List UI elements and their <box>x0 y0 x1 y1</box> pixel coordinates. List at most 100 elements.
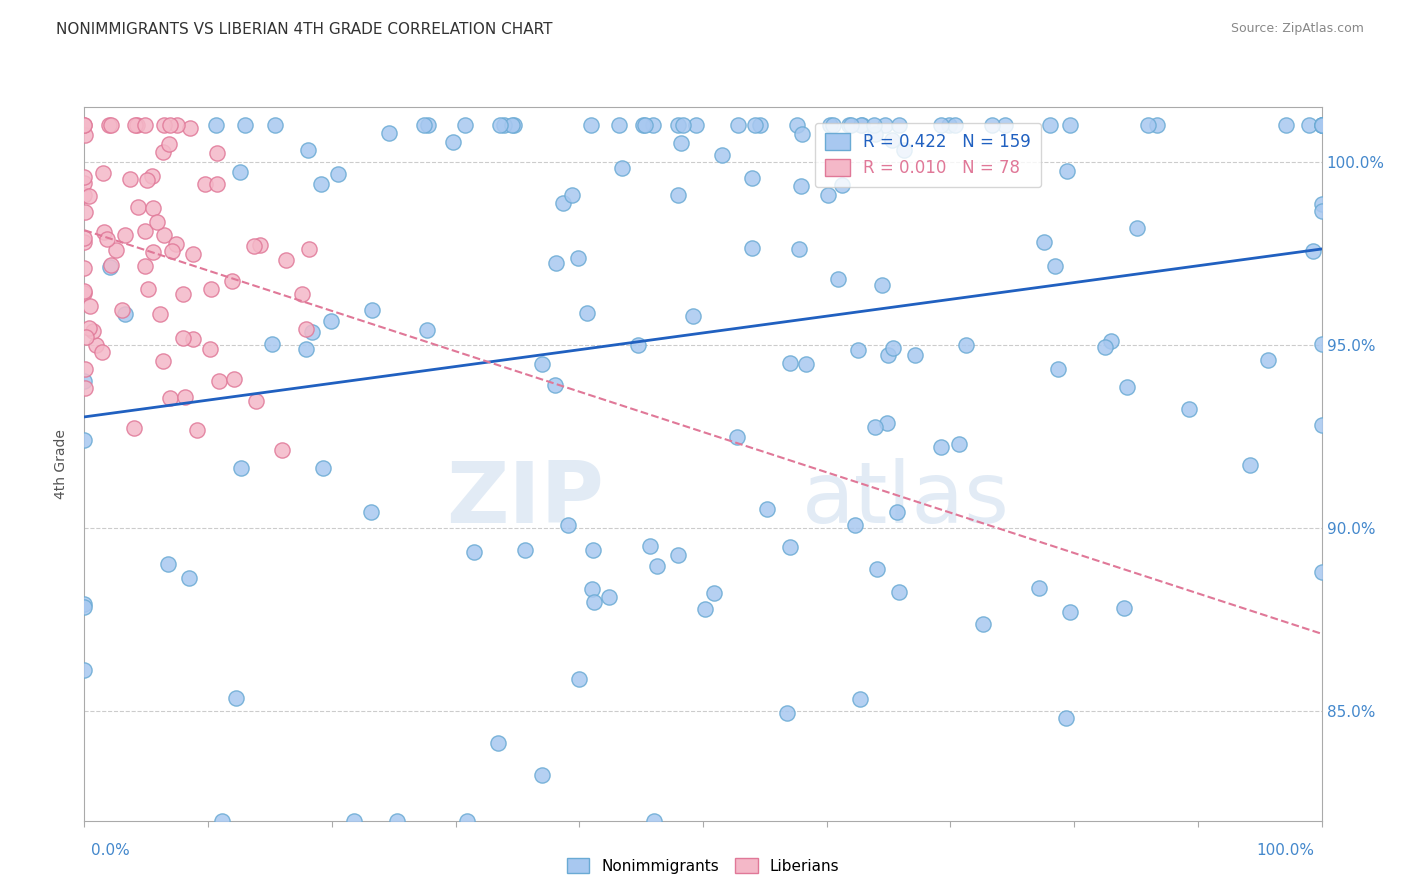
Point <box>846 343 869 357</box>
Point <box>530 768 553 782</box>
Point <box>741 170 763 185</box>
Point <box>153 119 176 133</box>
Point <box>849 692 872 706</box>
Point <box>863 420 886 434</box>
Point <box>290 287 312 301</box>
Point <box>416 119 439 133</box>
Point <box>73 597 96 611</box>
Point <box>229 461 252 475</box>
Point <box>159 119 181 133</box>
Point <box>567 251 589 265</box>
Point <box>875 119 897 133</box>
Point <box>666 548 689 562</box>
Point <box>1310 417 1333 432</box>
Point <box>776 706 799 720</box>
Point <box>165 237 187 252</box>
Point <box>876 416 898 430</box>
Point <box>166 119 188 133</box>
Point <box>105 243 128 257</box>
Point <box>73 286 96 301</box>
Point <box>343 814 366 828</box>
Point <box>779 355 801 369</box>
Point <box>1136 119 1159 133</box>
Point <box>786 119 808 133</box>
Point <box>887 585 910 599</box>
Point <box>205 178 228 192</box>
Point <box>838 119 860 133</box>
Point <box>100 119 122 133</box>
Point <box>607 119 630 133</box>
Point <box>866 562 889 576</box>
Point <box>463 545 485 559</box>
Point <box>160 244 183 259</box>
Point <box>361 303 384 318</box>
Point <box>666 188 689 202</box>
Point <box>194 177 217 191</box>
Point <box>817 188 839 202</box>
Point <box>73 374 96 388</box>
Point <box>311 460 333 475</box>
Point <box>929 119 952 133</box>
Point <box>100 258 122 272</box>
Point <box>972 617 994 632</box>
Point <box>294 342 316 356</box>
Point <box>124 119 146 133</box>
Point <box>685 119 707 133</box>
Point <box>73 177 96 191</box>
Point <box>90 344 112 359</box>
Point <box>1099 334 1122 348</box>
Point <box>73 433 96 447</box>
Point <box>159 391 181 405</box>
Point <box>233 119 256 133</box>
Point <box>557 518 579 533</box>
Point <box>73 205 96 219</box>
Point <box>136 173 159 187</box>
Point <box>1310 119 1333 133</box>
Point <box>682 309 704 323</box>
Point <box>882 342 904 356</box>
Text: NONIMMIGRANTS VS LIBERIAN 4TH GRADE CORRELATION CHART: NONIMMIGRANTS VS LIBERIAN 4TH GRADE CORR… <box>56 22 553 37</box>
Point <box>643 814 665 828</box>
Point <box>502 119 524 133</box>
Point <box>1310 197 1333 211</box>
Point <box>416 323 439 337</box>
Point <box>1059 119 1081 133</box>
Point <box>134 223 156 237</box>
Point <box>666 119 689 133</box>
Point <box>207 374 229 388</box>
Point <box>141 169 163 184</box>
Point <box>702 586 724 600</box>
Point <box>243 238 266 252</box>
Point <box>1056 163 1078 178</box>
Point <box>153 228 176 243</box>
Point <box>488 119 510 133</box>
Point <box>77 321 100 335</box>
Point <box>309 178 332 192</box>
Point <box>274 252 297 267</box>
Text: 100.0%: 100.0% <box>1257 843 1315 858</box>
Point <box>124 421 146 435</box>
Point <box>994 119 1017 133</box>
Legend: R = 0.422   N = 159, R = 0.010   N = 78: R = 0.422 N = 159, R = 0.010 N = 78 <box>815 122 1040 187</box>
Point <box>412 119 434 133</box>
Point <box>501 119 523 133</box>
Point <box>1039 119 1062 133</box>
Point <box>198 342 221 356</box>
Text: ZIP: ZIP <box>446 458 605 541</box>
Point <box>486 736 509 750</box>
Point <box>980 119 1002 133</box>
Y-axis label: 4th Grade: 4th Grade <box>55 429 69 499</box>
Point <box>551 195 574 210</box>
Point <box>631 119 654 133</box>
Point <box>794 357 817 371</box>
Point <box>955 337 977 351</box>
Point <box>263 119 285 133</box>
Point <box>75 381 97 395</box>
Point <box>205 119 228 133</box>
Point <box>73 361 96 376</box>
Point <box>1310 119 1333 133</box>
Point <box>579 119 602 133</box>
Text: 0.0%: 0.0% <box>91 843 131 858</box>
Point <box>827 272 849 286</box>
Point <box>844 518 866 533</box>
